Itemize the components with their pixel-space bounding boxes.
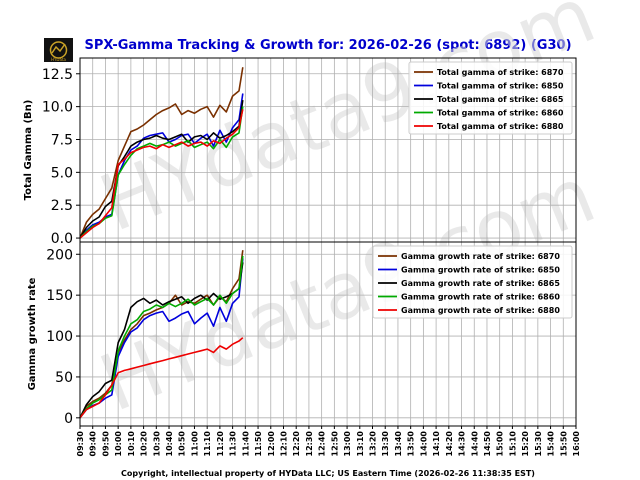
legend: Gamma growth rate of strike: 6870 Gamma g… <box>372 245 573 319</box>
x-tick-label: 09:40 <box>89 431 98 457</box>
legend-entry: Total gamma of strike: 6870 <box>437 68 564 77</box>
copyright-footer: Copyright, intellectual property of HYDa… <box>121 469 535 478</box>
x-tick-label: 14:30 <box>458 431 467 457</box>
x-tick-label: 10:00 <box>114 431 123 457</box>
x-tick-label: 12:00 <box>267 431 276 457</box>
x-tick-label: 10:50 <box>178 431 187 457</box>
plot-frame <box>79 241 577 427</box>
series-line-0 <box>79 67 244 239</box>
x-tick-label: 11:10 <box>203 431 212 457</box>
x-tick-label: 13:50 <box>407 431 416 457</box>
x-tick-label: 12:30 <box>305 431 314 457</box>
y-tick-label: 150 <box>46 288 73 304</box>
x-tick-label: 15:50 <box>559 431 568 457</box>
legend-entry: Total gamma of strike: 6880 <box>437 122 564 131</box>
x-tick-label: 13:10 <box>356 431 365 457</box>
y-tick-label: 200 <box>46 247 73 263</box>
x-tick-label: 10:10 <box>127 431 136 457</box>
legend-entry: Gamma growth rate of strike: 6880 <box>401 306 560 315</box>
legend: Total gamma of strike: 6870 Total gamma o… <box>408 61 573 135</box>
x-tick-label: 14:20 <box>445 431 454 457</box>
series-line-2 <box>79 99 244 239</box>
series-line-1 <box>79 258 244 419</box>
x-tick-label: 12:20 <box>292 431 301 457</box>
x-tick-label: 12:40 <box>318 431 327 457</box>
y-axis-label: Total Gamma (Bn) <box>23 100 34 201</box>
x-tick-label: 15:30 <box>534 431 543 457</box>
x-tick-label: 16:00 <box>572 431 581 457</box>
x-tick-label: 09:30 <box>76 431 85 457</box>
legend-entry: Total gamma of strike: 6850 <box>437 82 564 91</box>
x-tick-label: 11:40 <box>241 431 250 457</box>
legend-entry: Gamma growth rate of strike: 6870 <box>401 252 560 261</box>
series-line-3 <box>79 255 244 419</box>
x-tick-label: 11:20 <box>216 431 225 457</box>
x-tick-label: 11:30 <box>229 431 238 457</box>
x-tick-label: 15:40 <box>547 431 556 457</box>
x-tick-label: 11:50 <box>254 431 263 457</box>
y-tick-label: 50 <box>55 370 73 386</box>
x-tick-label: 10:30 <box>152 431 161 457</box>
y-tick-label: 7.5 <box>51 132 73 148</box>
x-tick-label: 15:00 <box>496 431 505 457</box>
x-tick-label: 14:50 <box>483 431 492 457</box>
legend-entry: Total gamma of strike: 6865 <box>437 95 564 104</box>
y-tick-label: 12.5 <box>42 67 73 83</box>
gamma-growth-panel: 0 50 100 150 200 Gamma growth rate Gamma growt… <box>27 241 577 427</box>
x-tick-label: 13:20 <box>369 431 378 457</box>
legend-entry: Total gamma of strike: 6860 <box>437 109 564 118</box>
x-tick-label: 13:40 <box>394 431 403 457</box>
x-tick-label: 15:20 <box>521 431 530 457</box>
y-tick-label: 10.0 <box>42 100 73 116</box>
legend-box <box>408 61 573 135</box>
total-gamma-panel: 0.0 2.5 5.0 7.5 10.0 12.5 Total Gamma (Bn) Tota… <box>23 57 577 247</box>
y-tick-label: 100 <box>46 329 73 345</box>
y-tick-label: 5.0 <box>51 165 73 181</box>
x-tick-label: 12:50 <box>330 431 339 457</box>
x-axis: 09:30 09:40 09:50 10:00 10:10 10:20 10:30 10:40… <box>76 426 581 456</box>
legend-box <box>372 245 573 319</box>
y-tick-label: 0.0 <box>51 231 73 247</box>
y-tick-label: 0 <box>64 411 73 427</box>
y-tick-label: 2.5 <box>51 198 73 214</box>
x-tick-label: 10:40 <box>165 431 174 457</box>
chart-title: SPX-Gamma Tracking & Growth for: 2026-02… <box>84 38 571 53</box>
x-tick-label: 13:00 <box>343 431 352 457</box>
x-tick-label: 09:50 <box>101 431 110 457</box>
x-tick-label: 14:10 <box>432 431 441 457</box>
series-line-4 <box>79 337 244 419</box>
hydata-logo: HYData <box>44 38 73 62</box>
logo-text: HYData <box>51 57 67 62</box>
x-tick-label: 12:10 <box>279 431 288 457</box>
legend-entry: Gamma growth rate of strike: 6860 <box>401 293 560 302</box>
x-tick-label: 13:30 <box>381 431 390 457</box>
series-line-4 <box>79 109 244 239</box>
legend-entry: Gamma growth rate of strike: 6865 <box>401 279 560 288</box>
x-tick-label: 10:20 <box>140 431 149 457</box>
legend-entry: Gamma growth rate of strike: 6850 <box>401 266 560 275</box>
x-tick-label: 15:10 <box>508 431 517 457</box>
y-axis-label: Gamma growth rate <box>27 277 38 390</box>
x-tick-label: 11:00 <box>190 431 199 457</box>
x-tick-label: 14:00 <box>419 431 428 457</box>
x-tick-label: 14:40 <box>470 431 479 457</box>
